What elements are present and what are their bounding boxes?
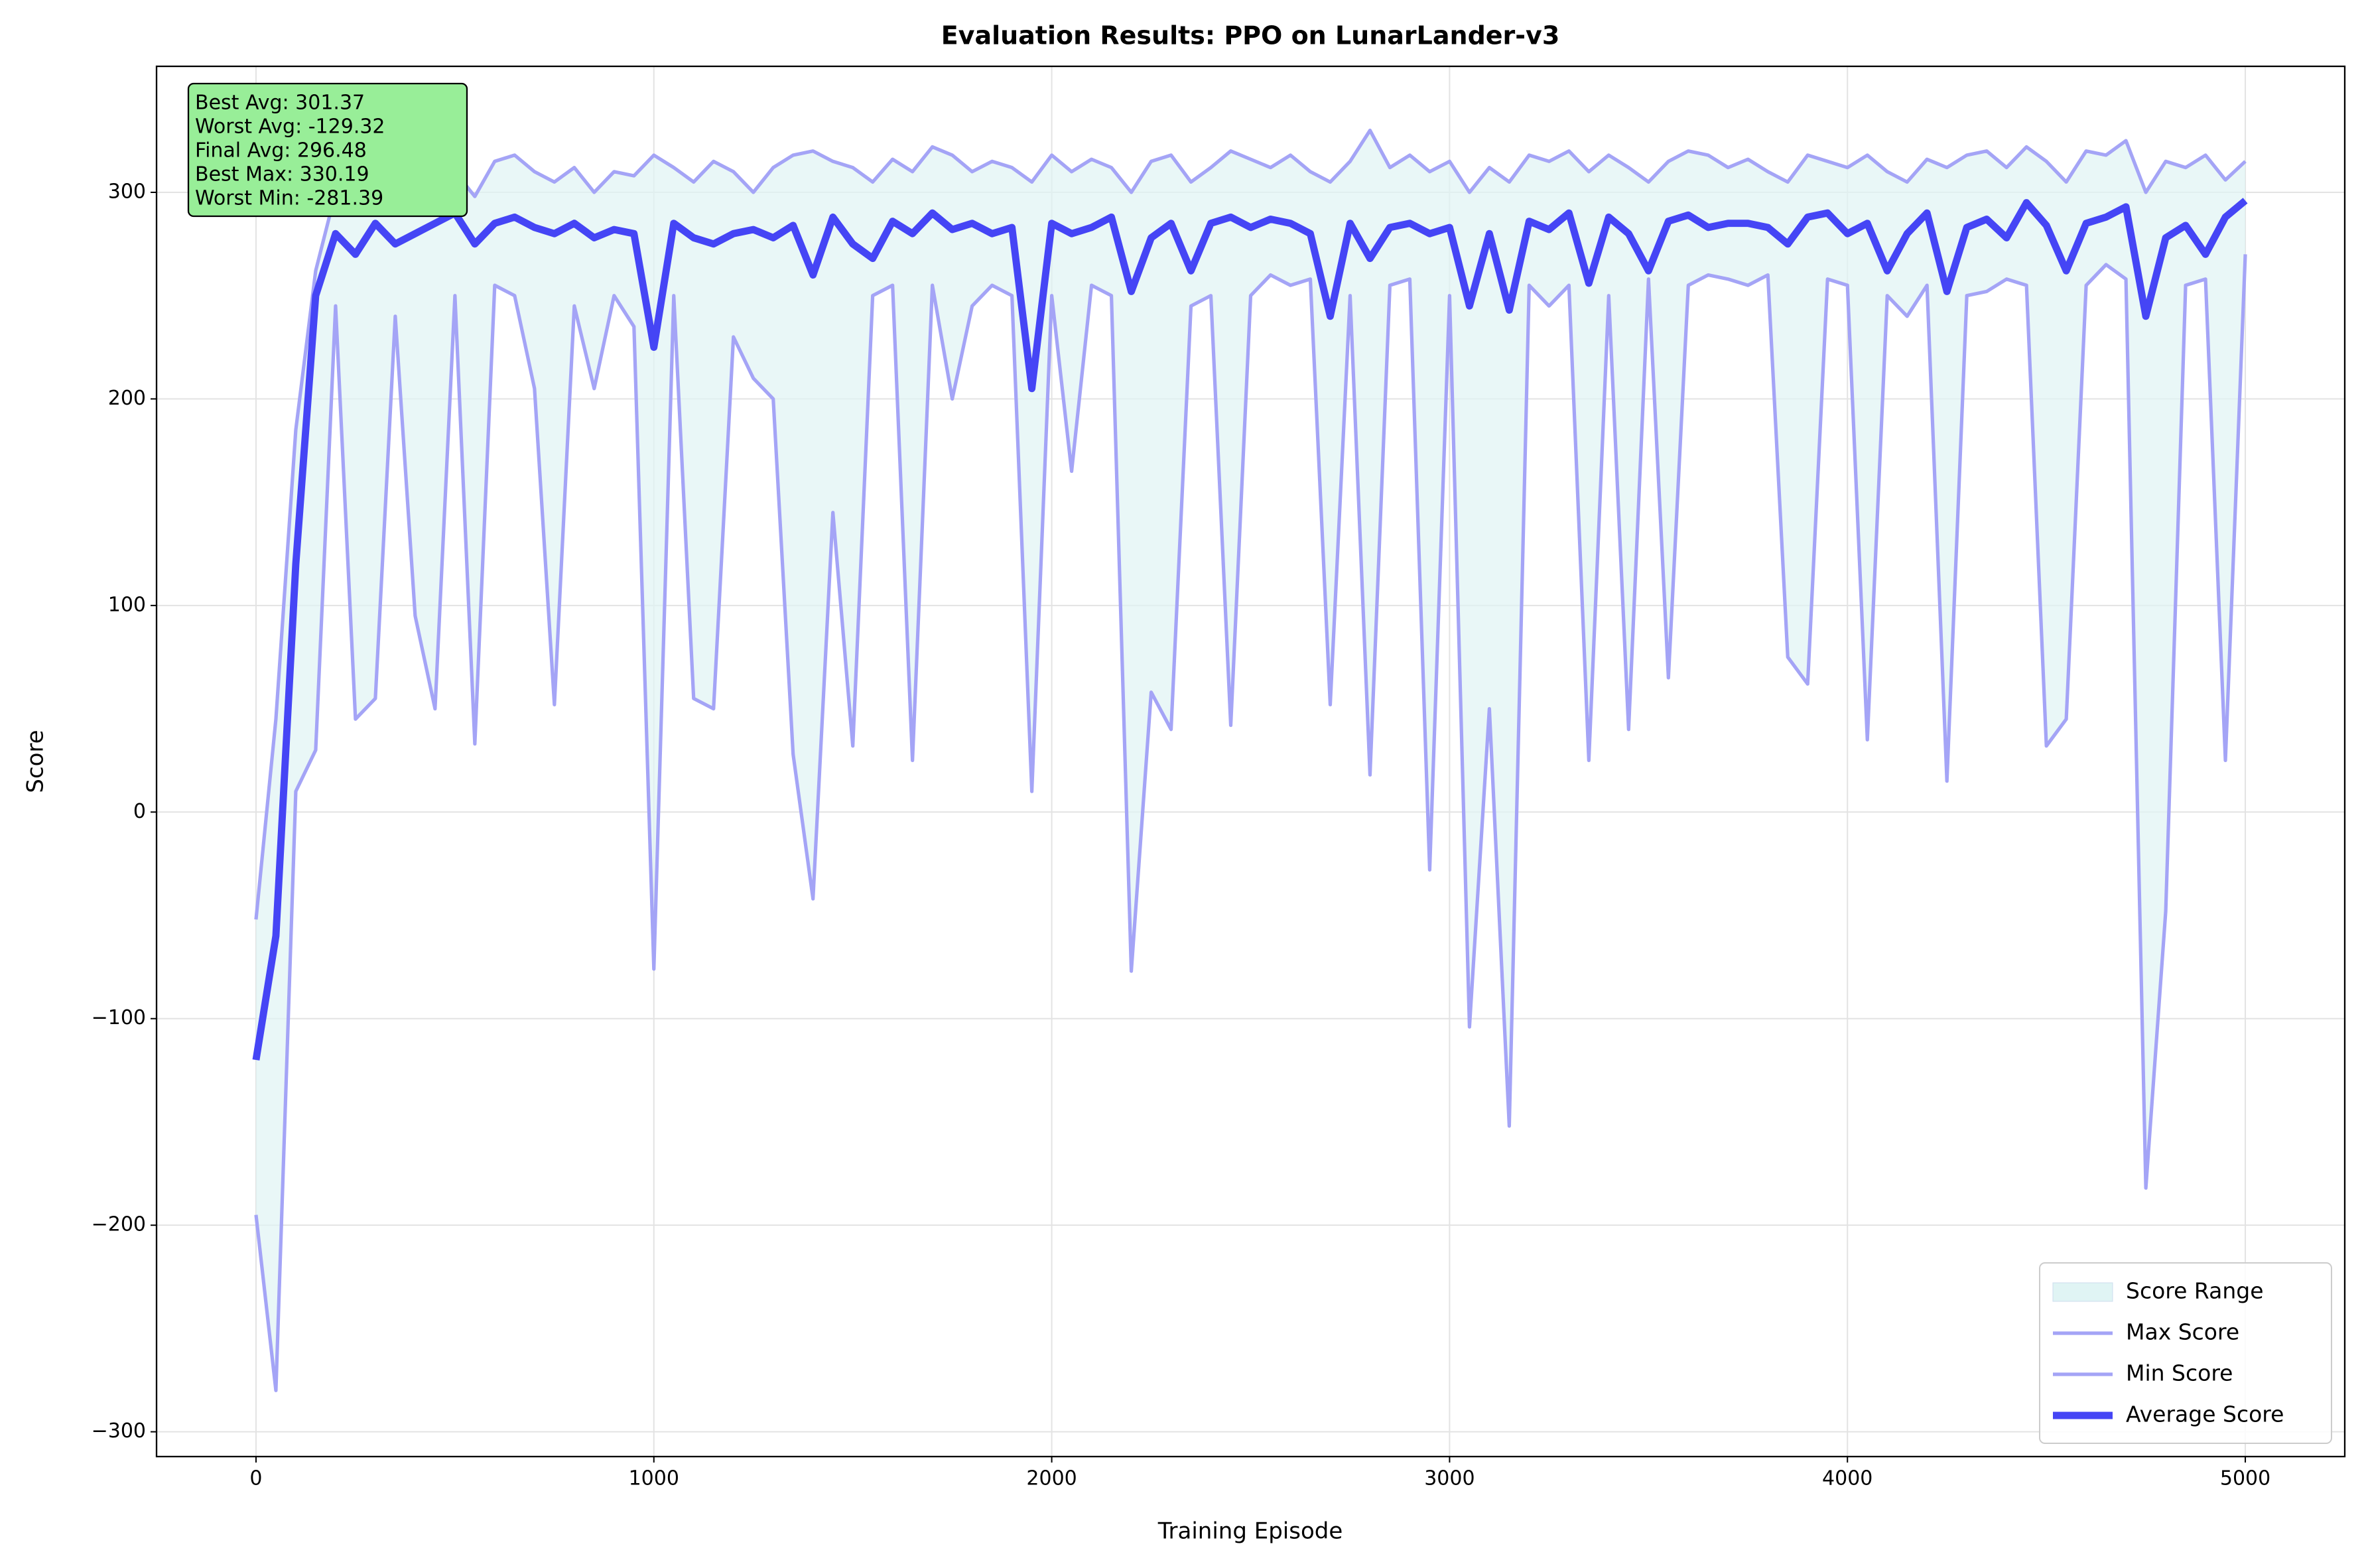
y-tick-label: 100 xyxy=(108,593,146,616)
plot-frame xyxy=(155,65,2346,1458)
y-tick-label: 200 xyxy=(108,387,146,410)
annotation-text: Worst Min: -281.39 xyxy=(195,187,383,210)
series-line xyxy=(252,198,2248,1061)
legend-box xyxy=(2039,1262,2332,1444)
y-tick-label: −200 xyxy=(92,1213,146,1236)
series-line xyxy=(254,128,2247,920)
y-tick-label: 0 xyxy=(133,800,146,823)
annotation-text: Final Avg: 296.48 xyxy=(195,139,367,163)
x-tick-label: 1000 xyxy=(629,1467,679,1490)
annotation-text: Best Avg: 301.37 xyxy=(195,92,365,115)
legend-label: Score Range xyxy=(2126,1278,2264,1304)
legend-label: Min Score xyxy=(2126,1360,2233,1386)
y-axis-label: Score xyxy=(23,730,49,793)
x-tick-label: 0 xyxy=(249,1467,262,1490)
legend-label: Max Score xyxy=(2126,1319,2239,1345)
score-range xyxy=(255,130,2246,1391)
x-tick-label: 5000 xyxy=(2220,1467,2270,1490)
series-line xyxy=(254,254,2247,1392)
annotation-text: Worst Avg: -129.32 xyxy=(195,115,385,139)
x-axis-label: Training Episode xyxy=(1157,1518,1343,1545)
legend: Score Range Max Score Min Score Average Sco… xyxy=(2039,1262,2332,1444)
x-tick-label: 3000 xyxy=(1424,1467,1475,1490)
y-tick-label: −100 xyxy=(92,1006,146,1029)
y-tick-label: 300 xyxy=(108,180,146,203)
x-tick-label: 4000 xyxy=(1822,1467,1872,1490)
legend-label: Average Score xyxy=(2126,1402,2284,1427)
annotation-text: Best Max: 330.19 xyxy=(195,163,369,186)
x-tick-label: 2000 xyxy=(1026,1467,1077,1490)
y-tick-label: −300 xyxy=(92,1419,146,1443)
chart-title: Evaluation Results: PPO on LunarLander-v… xyxy=(941,21,1560,50)
annotation-box xyxy=(187,82,468,218)
legend-swatch xyxy=(2052,1282,2113,1302)
